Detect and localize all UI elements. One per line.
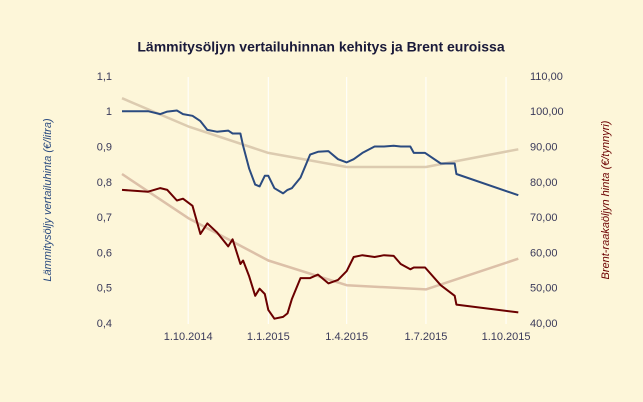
y-tick-label: 0,7 (97, 212, 112, 224)
x-tick-label: 1.10.2015 (482, 331, 531, 343)
y2-tick-label: 100,00 (530, 106, 564, 118)
y-tick-label: 0,5 (97, 283, 112, 295)
y-tick-label: 1,1 (97, 71, 112, 83)
y2-tick-label: 50,00 (530, 283, 558, 295)
x-tick-label: 1.4.2015 (325, 331, 368, 343)
y2-tick-label: 80,00 (530, 177, 558, 189)
y-tick-label: 0,8 (97, 177, 112, 189)
series-line (122, 109, 519, 197)
x-tick-label: 1.7.2015 (405, 331, 448, 343)
x-tick-label: 1.1.2015 (247, 331, 290, 343)
x-tick-label: 1.10.2014 (164, 331, 213, 343)
y-tick-label: 0,9 (97, 141, 112, 153)
y-tick-label: 1 (106, 106, 112, 118)
y2-tick-label: 70,00 (530, 212, 558, 224)
chart-title: Lämmitysöljyn vertailuhinnan kehitys ja … (137, 39, 504, 55)
y2-axis-label: Brent-raakaöljyn hinta (€/tynnyri) (600, 120, 612, 279)
y-tick-label: 0,6 (97, 247, 112, 259)
y2-tick-label: 110,00 (530, 71, 563, 83)
y2-tick-label: 60,00 (530, 247, 558, 259)
series-line (121, 172, 519, 291)
y2-tick-label: 40,00 (530, 318, 558, 330)
y-tick-label: 0,4 (97, 318, 112, 330)
y-axis-label: Lämmitysöljy vertailuhinta (€/litra) (42, 118, 54, 282)
y2-tick-label: 90,00 (530, 141, 558, 153)
series-line (121, 187, 519, 320)
